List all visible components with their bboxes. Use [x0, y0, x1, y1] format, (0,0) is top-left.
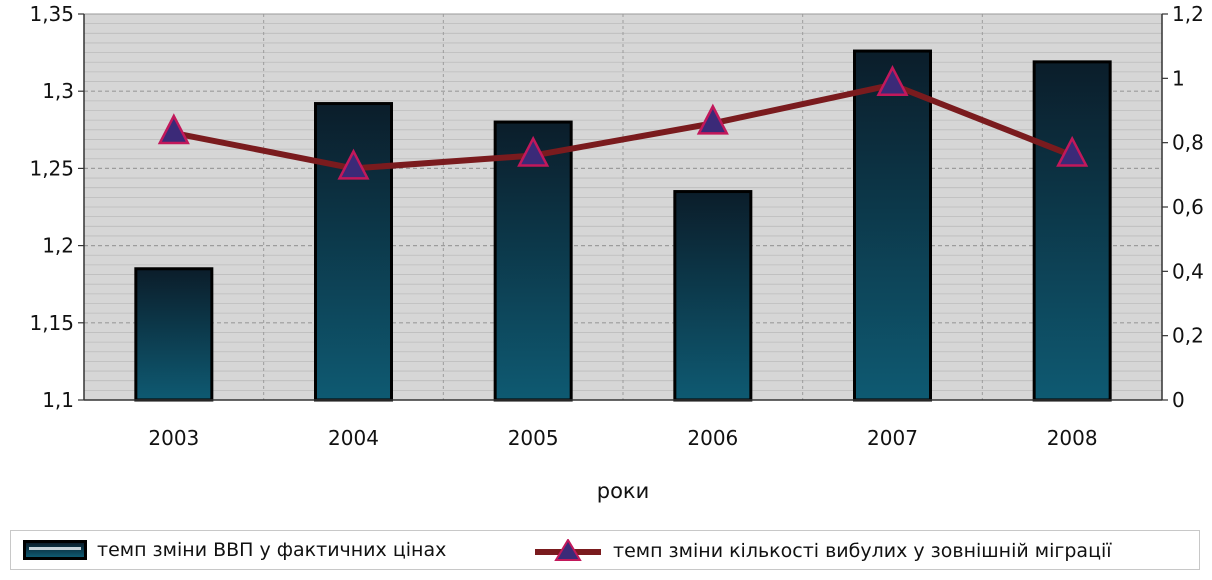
chart-svg: 1,1 1,15 1,2 1,25 1,3 1,35 0 0,2 0,4 0,6 0,8 1 1,2 20…: [29, 2, 1203, 503]
bar-2005: [493, 120, 573, 402]
legend-swatch-bar: [23, 540, 87, 560]
legend-label-gdp: темп зміни ВВП у фактичних цінах: [97, 539, 447, 561]
legend-item-migration: темп зміни кількості вибулих у зовнішній…: [533, 539, 1112, 563]
bar-2003: [134, 267, 214, 402]
x-tick-label: 2005: [508, 426, 559, 450]
y-right-tick-label: 0,8: [1172, 131, 1204, 155]
bar-2007: [853, 49, 932, 402]
bar-2004: [314, 102, 393, 402]
bar-2008: [1032, 60, 1112, 402]
y-left-tick-label: 1,1: [42, 388, 74, 412]
x-tick-label: 2006: [687, 426, 738, 450]
marker-2003: [157, 113, 190, 145]
legend: темп зміни ВВП у фактичних цінах темп зм…: [10, 530, 1200, 570]
y-right-tick-label: 1: [1172, 66, 1185, 90]
marker-2008: [1056, 135, 1089, 167]
y-right-tick-label: 0,2: [1172, 324, 1204, 348]
y-left-tick-label: 1,2: [42, 234, 74, 258]
bar-series: [134, 49, 1112, 402]
gridlines: [84, 14, 1162, 400]
marker-2007: [876, 65, 909, 97]
y-left-tick-label: 1,25: [29, 156, 74, 180]
x-tick-label: 2007: [867, 426, 918, 450]
legend-label-migration: темп зміни кількості вибулих у зовнішній…: [613, 540, 1112, 562]
line-migration: [173, 81, 1074, 172]
legend-item-gdp: темп зміни ВВП у фактичних цінах: [23, 539, 446, 561]
axes: 1,1 1,15 1,2 1,25 1,3 1,35 0 0,2 0,4 0,6 0,8 1 1,2 20…: [29, 2, 1203, 450]
y-right-tick-label: 0,6: [1172, 195, 1204, 219]
y-left-tick-label: 1,3: [42, 79, 74, 103]
y-left-tick-label: 1,35: [29, 2, 74, 26]
marker-2005: [517, 135, 550, 167]
marker-2006: [696, 103, 729, 135]
line-series: [157, 65, 1089, 180]
legend-swatch-line: [535, 539, 601, 561]
bar-2006: [673, 190, 753, 402]
y-right-tick-label: 1,2: [1172, 2, 1204, 26]
x-axis-title: роки: [597, 479, 650, 503]
marker-2004: [337, 148, 370, 180]
y-left-tick-label: 1,15: [29, 311, 74, 335]
y-right-tick-label: 0,4: [1172, 259, 1204, 283]
x-tick-label: 2004: [328, 426, 379, 450]
x-tick-label: 2008: [1047, 426, 1098, 450]
x-tick-label: 2003: [148, 426, 199, 450]
y-right-tick-label: 0: [1172, 388, 1185, 412]
